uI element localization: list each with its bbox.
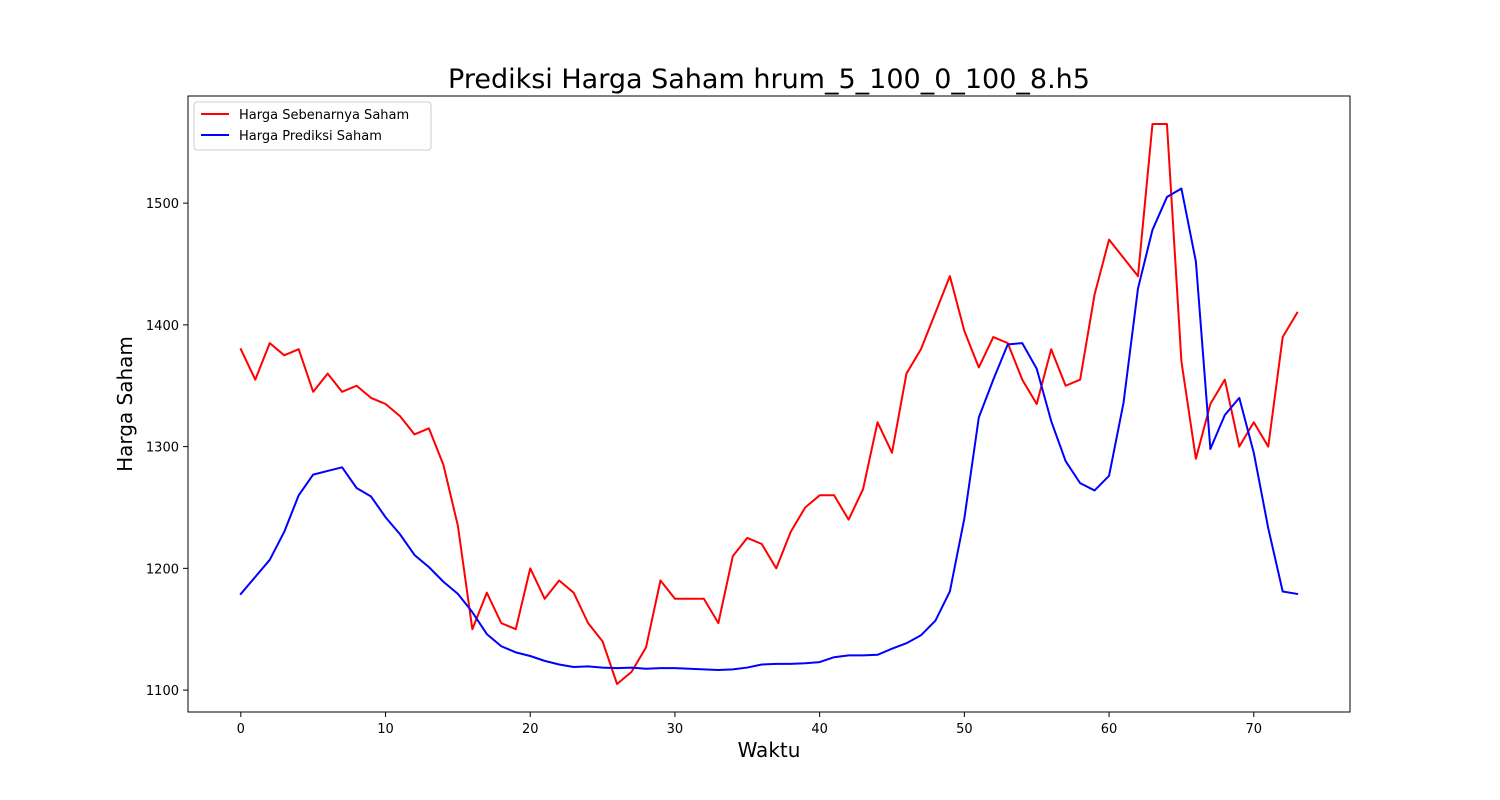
x-tick-label: 70	[1245, 722, 1262, 737]
plot-frame	[187, 95, 1351, 713]
y-tick-label: 1400	[146, 319, 179, 334]
y-axis-ticks: 1100 1200 1300 1400 1500	[146, 197, 188, 699]
legend-label-actual: Harga Sebenarnya Saham	[239, 108, 409, 123]
series-layer	[239, 123, 1299, 685]
legend: Harga Sebenarnya Saham Harga Prediksi Sa…	[193, 101, 432, 151]
y-tick-label: 1100	[146, 684, 179, 699]
x-tick-label: 0	[237, 722, 245, 737]
legend-box	[193, 101, 432, 151]
x-tick-label: 10	[377, 722, 394, 737]
y-tick-label: 1300	[146, 441, 179, 456]
series-line-predicted	[239, 187, 1299, 671]
x-tick-label: 60	[1101, 722, 1118, 737]
x-axis-ticks: 0 10 20 30 40 50 60 70	[237, 712, 1262, 737]
x-axis-label: Waktu	[738, 738, 801, 762]
y-tick-label: 1500	[146, 197, 179, 212]
x-tick-label: 50	[956, 722, 973, 737]
x-tick-label: 20	[522, 722, 539, 737]
series-line-actual	[239, 123, 1299, 685]
plot-background	[188, 96, 1350, 712]
chart-title: Prediksi Harga Saham hrum_5_100_0_100_8.…	[448, 64, 1090, 95]
legend-label-predicted: Harga Prediksi Saham	[239, 129, 382, 144]
y-tick-label: 1200	[146, 562, 179, 577]
x-tick-label: 40	[811, 722, 828, 737]
y-axis-label: Harga Saham	[113, 336, 137, 472]
x-tick-label: 30	[667, 722, 684, 737]
